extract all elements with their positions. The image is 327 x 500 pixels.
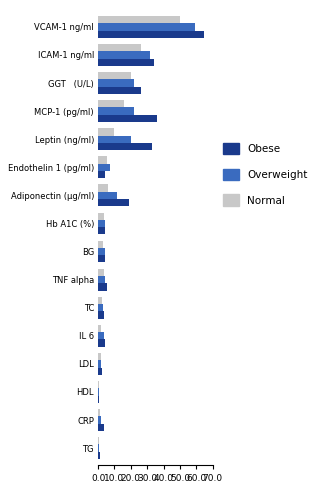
Bar	[98, 115, 157, 122]
Bar	[98, 276, 105, 283]
Legend: Obese, Overweight, Normal: Obese, Overweight, Normal	[223, 142, 308, 206]
Bar	[98, 452, 100, 459]
Bar	[98, 409, 100, 416]
Bar	[98, 212, 104, 220]
Bar	[98, 227, 105, 234]
Bar	[98, 240, 103, 248]
Bar	[98, 304, 103, 312]
Bar	[98, 108, 134, 115]
Bar	[98, 52, 149, 59]
Bar	[98, 128, 114, 136]
Bar	[98, 424, 104, 431]
Bar	[98, 396, 99, 403]
Bar	[98, 340, 105, 347]
Bar	[98, 199, 129, 206]
Bar	[98, 23, 195, 30]
Bar	[98, 164, 110, 171]
Bar	[98, 72, 131, 80]
Bar	[98, 284, 107, 290]
Bar	[98, 368, 102, 375]
Bar	[98, 184, 108, 192]
Bar	[98, 58, 154, 66]
Bar	[98, 381, 99, 388]
Bar	[98, 171, 105, 178]
Bar	[98, 388, 99, 396]
Bar	[98, 156, 107, 164]
Bar	[98, 297, 102, 304]
Bar	[98, 325, 101, 332]
Bar	[98, 30, 204, 38]
Bar	[98, 44, 141, 52]
Bar	[98, 220, 105, 227]
Bar	[98, 268, 104, 276]
Bar	[98, 437, 99, 444]
Bar	[98, 255, 105, 262]
Bar	[98, 444, 99, 452]
Bar	[98, 16, 180, 23]
Bar	[98, 416, 101, 424]
Bar	[98, 248, 105, 255]
Bar	[98, 192, 117, 199]
Bar	[98, 312, 104, 318]
Bar	[98, 100, 124, 108]
Bar	[98, 143, 152, 150]
Bar	[98, 332, 104, 340]
Bar	[98, 136, 131, 143]
Bar	[98, 360, 101, 368]
Bar	[98, 80, 134, 86]
Bar	[98, 353, 101, 360]
Bar	[98, 86, 141, 94]
